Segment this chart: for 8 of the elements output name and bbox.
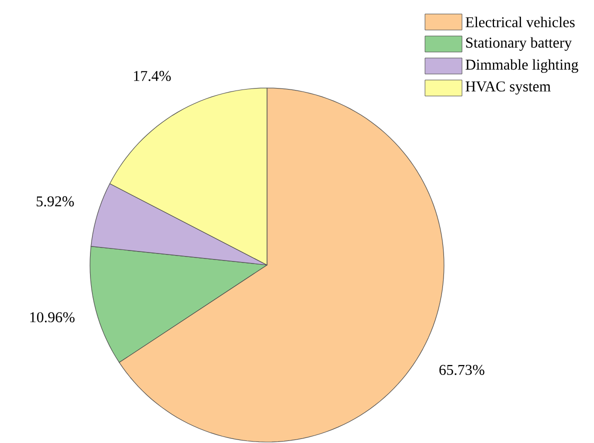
data-label: 5.92% bbox=[36, 196, 74, 206]
data-label: 17.4% bbox=[134, 70, 171, 82]
legend-label: Dimmable lighting bbox=[466, 59, 578, 73]
legend-label: Electrical vehicles bbox=[466, 16, 575, 28]
data-label: 65.73% bbox=[439, 364, 484, 375]
legend-label: Stationary battery bbox=[466, 37, 572, 51]
data-label: 10.96% bbox=[30, 312, 75, 322]
legend-label: HVAC system bbox=[466, 81, 551, 95]
